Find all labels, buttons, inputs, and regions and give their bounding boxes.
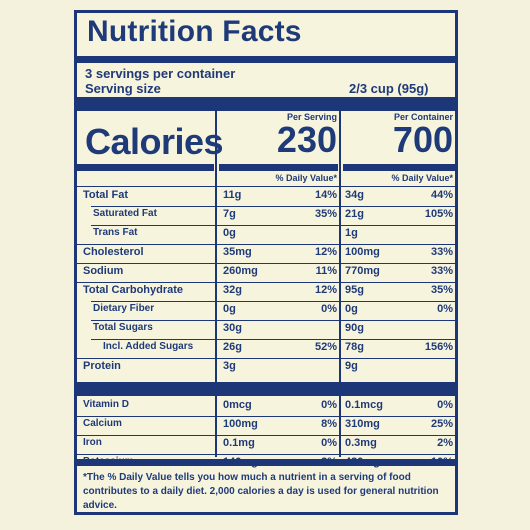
per-container-amount: 95g xyxy=(345,284,364,296)
per-container-amount: 21g xyxy=(345,208,364,220)
per-serving-dv: 35% xyxy=(314,208,337,220)
mid-thick-rule xyxy=(77,382,455,396)
calories-bar-2 xyxy=(219,164,338,171)
per-serving-amount: 11g xyxy=(223,189,242,201)
nutrient-name: Trans Fat xyxy=(93,227,138,238)
per-container-dv: 0% xyxy=(437,399,453,411)
per-container-dv: 44% xyxy=(430,189,453,201)
per-container-amount: 770mg xyxy=(345,265,380,277)
nutrient-name: Total Fat xyxy=(83,189,129,201)
per-container-amount: 9g xyxy=(345,360,358,372)
per-serving-amount: 26g xyxy=(223,341,242,353)
dv-rule xyxy=(77,186,455,187)
per-container-amount: 34g xyxy=(345,189,364,201)
per-serving-dv: 12% xyxy=(314,284,337,296)
nutrient-name: Sodium xyxy=(83,265,124,277)
calories-per-container: 700 xyxy=(392,119,453,160)
row-divider xyxy=(91,206,455,207)
row-divider xyxy=(77,244,455,245)
per-container-label: Per Container xyxy=(393,112,453,122)
per-container-dv: 33% xyxy=(430,265,453,277)
per-serving-dv: 8% xyxy=(321,418,337,430)
row-divider xyxy=(77,454,455,455)
column-divider-1 xyxy=(215,111,217,457)
per-serving-amount: 100mg xyxy=(223,418,258,430)
thick-rule xyxy=(77,97,455,111)
row-divider xyxy=(77,435,455,436)
nutrient-name: Total Carbohydrate xyxy=(83,284,184,296)
column-divider-2 xyxy=(339,111,341,457)
per-serving-dv: 11% xyxy=(315,265,337,277)
row-divider xyxy=(91,320,455,321)
servings-per-container: 3 servings per container xyxy=(85,66,236,81)
nutrient-name: Cholesterol xyxy=(83,246,144,258)
calories-bar-1 xyxy=(77,164,214,171)
per-container-dv: 25% xyxy=(430,418,453,430)
footnote: *The % Daily Value tells you how much a … xyxy=(83,472,439,511)
row-divider xyxy=(91,225,455,226)
bottom-rule xyxy=(77,459,455,466)
nutrient-name: Iron xyxy=(83,437,102,448)
nutrition-facts-panel: Nutrition Facts 3 servings per container… xyxy=(74,10,458,515)
row-divider xyxy=(77,282,455,283)
calories-bar-3 xyxy=(343,164,455,171)
serving-size-label: Serving size xyxy=(85,81,161,96)
per-container-amount: 310mg xyxy=(345,418,380,430)
row-divider xyxy=(91,301,455,302)
row-divider xyxy=(77,416,455,417)
per-container-amount: 1g xyxy=(345,227,358,239)
per-container-amount: 0g xyxy=(345,303,358,315)
calories-label: Calories xyxy=(85,121,224,162)
per-container-amount: 0.1mcg xyxy=(345,399,383,411)
per-container-amount: 78g xyxy=(345,341,364,353)
nutrient-name: Dietary Fiber xyxy=(93,303,155,314)
per-serving-amount: 32g xyxy=(223,284,242,296)
per-serving-amount: 0g xyxy=(223,227,236,239)
per-serving-amount: 0.1mg xyxy=(223,437,255,449)
row-divider xyxy=(91,339,455,340)
per-container-dv: 0% xyxy=(437,303,453,315)
per-serving-amount: 260mg xyxy=(223,265,258,277)
per-serving-dv: 14% xyxy=(314,189,337,201)
row-divider xyxy=(77,263,455,264)
per-container-amount: 100mg xyxy=(345,246,380,258)
nutrient-name: Incl. Added Sugars xyxy=(103,341,194,352)
per-serving-amount: 7g xyxy=(223,208,236,220)
nutrient-name: Saturated Fat xyxy=(93,208,157,219)
panel-title: Nutrition Facts xyxy=(87,15,302,48)
per-serving-label: Per Serving xyxy=(286,112,337,122)
per-serving-dv: 0% xyxy=(321,303,337,315)
nutrient-name: Total Sugars xyxy=(93,322,153,333)
nutrient-name: Vitamin D xyxy=(83,399,129,410)
per-serving-dv: 52% xyxy=(314,341,337,353)
per-serving-dv: 0% xyxy=(321,399,337,411)
per-container-dv: 105% xyxy=(424,208,453,220)
per-serving-amount: 30g xyxy=(223,322,242,334)
per-container-amount: 90g xyxy=(345,322,364,334)
per-container-dv: 2% xyxy=(437,437,453,449)
calories-per-serving: 230 xyxy=(276,119,337,160)
nutrient-name: Calcium xyxy=(83,418,122,429)
per-container-dv: 35% xyxy=(430,284,453,296)
per-container-amount: 0.3mg xyxy=(345,437,377,449)
row-divider xyxy=(77,358,455,359)
per-container-dv: 156% xyxy=(424,341,453,353)
per-serving-amount: 0g xyxy=(223,303,236,315)
top-rule xyxy=(77,56,455,63)
per-serving-dv: 12% xyxy=(314,246,337,258)
per-serving-amount: 35mg xyxy=(223,246,252,258)
serving-size-value: 2/3 cup (95g) xyxy=(349,81,429,96)
daily-value-header-2: % Daily Value* xyxy=(391,173,453,183)
per-serving-amount: 0mcg xyxy=(223,399,252,411)
nutrient-name: Protein xyxy=(83,360,121,372)
daily-value-header-1: % Daily Value* xyxy=(275,173,337,183)
per-serving-amount: 3g xyxy=(223,360,236,372)
per-serving-dv: 0% xyxy=(321,437,337,449)
per-container-dv: 33% xyxy=(430,246,453,258)
